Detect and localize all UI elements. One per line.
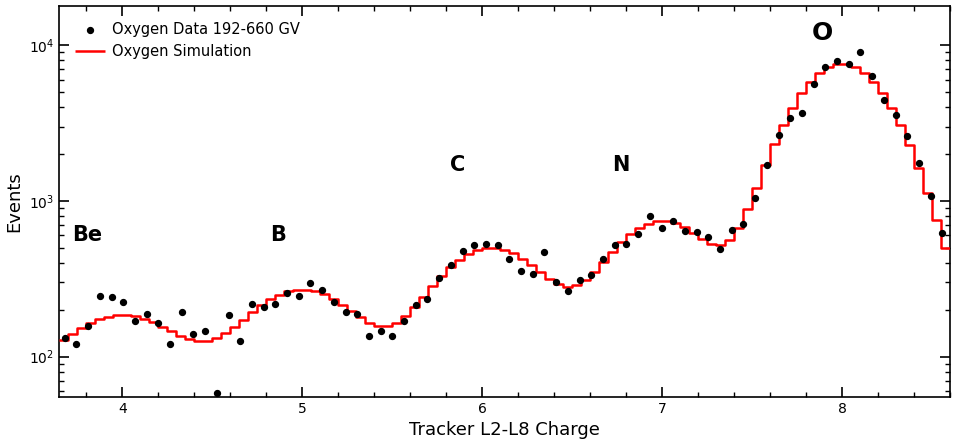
Oxygen Simulation	[891, 105, 902, 111]
Oxygen Data 192-660 GV	[537, 249, 553, 256]
Y-axis label: Events: Events	[6, 171, 24, 232]
Oxygen Data 192-660 GV	[502, 255, 517, 263]
Oxygen Data 192-660 GV	[221, 312, 236, 319]
Oxygen Data 192-660 GV	[245, 300, 260, 307]
Oxygen Data 192-660 GV	[209, 390, 225, 397]
Oxygen Data 192-660 GV	[923, 192, 938, 199]
Oxygen Simulation	[117, 312, 128, 318]
Text: Be: Be	[72, 226, 102, 246]
Oxygen Data 192-660 GV	[467, 242, 482, 249]
Oxygen Data 192-660 GV	[935, 230, 950, 237]
Oxygen Data 192-660 GV	[888, 111, 903, 118]
Oxygen Data 192-660 GV	[513, 267, 529, 275]
Oxygen Data 192-660 GV	[724, 227, 739, 234]
Oxygen Data 192-660 GV	[151, 320, 166, 327]
Oxygen Data 192-660 GV	[584, 271, 599, 278]
Oxygen Data 192-660 GV	[677, 228, 692, 235]
Oxygen Data 192-660 GV	[712, 246, 728, 253]
Oxygen Data 192-660 GV	[116, 298, 131, 305]
Oxygen Data 192-660 GV	[701, 233, 716, 240]
Oxygen Data 192-660 GV	[69, 340, 84, 348]
Oxygen Data 192-660 GV	[783, 114, 798, 121]
Oxygen Data 192-660 GV	[619, 241, 634, 248]
Oxygen Simulation	[188, 339, 200, 344]
Oxygen Data 192-660 GV	[642, 212, 658, 219]
Oxygen Data 192-660 GV	[525, 270, 540, 277]
Oxygen Data 192-660 GV	[198, 328, 213, 335]
Oxygen Data 192-660 GV	[444, 262, 459, 269]
Oxygen Data 192-660 GV	[830, 57, 845, 65]
Oxygen Data 192-660 GV	[549, 279, 564, 286]
Oxygen Data 192-660 GV	[384, 332, 400, 339]
Oxygen Data 192-660 GV	[127, 318, 142, 325]
Oxygen Simulation	[170, 333, 182, 339]
Oxygen Data 192-660 GV	[748, 194, 763, 201]
Text: N: N	[612, 155, 629, 175]
Oxygen Simulation	[828, 62, 839, 67]
Oxygen Data 192-660 GV	[174, 308, 189, 316]
Oxygen Data 192-660 GV	[478, 241, 493, 248]
Oxygen Data 192-660 GV	[268, 300, 283, 307]
Oxygen Data 192-660 GV	[408, 301, 424, 308]
Oxygen Data 192-660 GV	[817, 64, 833, 71]
Oxygen Data 192-660 GV	[139, 310, 154, 317]
Text: B: B	[270, 226, 286, 246]
Oxygen Data 192-660 GV	[57, 334, 73, 341]
Oxygen Data 192-660 GV	[911, 160, 926, 167]
Oxygen Data 192-660 GV	[185, 330, 201, 337]
Oxygen Data 192-660 GV	[361, 332, 377, 340]
Legend: Oxygen Data 192-660 GV, Oxygen Simulation: Oxygen Data 192-660 GV, Oxygen Simulatio…	[71, 17, 304, 63]
Oxygen Data 192-660 GV	[326, 299, 341, 306]
Oxygen Data 192-660 GV	[104, 293, 120, 300]
Oxygen Data 192-660 GV	[80, 322, 96, 329]
Oxygen Data 192-660 GV	[315, 287, 330, 294]
Oxygen Data 192-660 GV	[630, 231, 645, 238]
Oxygen Data 192-660 GV	[490, 241, 506, 248]
Oxygen Data 192-660 GV	[373, 327, 388, 334]
Oxygen Data 192-660 GV	[292, 293, 307, 300]
Oxygen Data 192-660 GV	[877, 97, 892, 104]
Oxygen Data 192-660 GV	[654, 224, 669, 231]
Oxygen Data 192-660 GV	[853, 48, 868, 55]
Oxygen Data 192-660 GV	[736, 221, 751, 228]
Oxygen Simulation	[945, 246, 956, 251]
Oxygen Data 192-660 GV	[596, 255, 611, 262]
Oxygen Data 192-660 GV	[607, 242, 622, 249]
Oxygen Data 192-660 GV	[806, 81, 821, 88]
Oxygen Data 192-660 GV	[665, 217, 681, 224]
Oxygen Data 192-660 GV	[431, 275, 446, 282]
Oxygen Data 192-660 GV	[420, 295, 435, 303]
Oxygen Simulation	[54, 338, 65, 343]
Line: Oxygen Simulation: Oxygen Simulation	[59, 65, 950, 341]
Oxygen Data 192-660 GV	[256, 303, 272, 311]
Oxygen Data 192-660 GV	[864, 72, 880, 79]
Oxygen Data 192-660 GV	[350, 311, 365, 318]
Text: C: C	[450, 155, 466, 175]
Oxygen Data 192-660 GV	[455, 247, 470, 255]
Oxygen Data 192-660 GV	[560, 288, 576, 295]
Oxygen Data 192-660 GV	[572, 277, 587, 284]
Oxygen Data 192-660 GV	[771, 132, 786, 139]
Oxygen Data 192-660 GV	[794, 110, 810, 117]
Oxygen Data 192-660 GV	[163, 340, 178, 348]
X-axis label: Tracker L2-L8 Charge: Tracker L2-L8 Charge	[409, 421, 600, 440]
Oxygen Data 192-660 GV	[303, 279, 318, 287]
Oxygen Simulation	[720, 238, 731, 243]
Oxygen Data 192-660 GV	[279, 290, 294, 297]
Oxygen Data 192-660 GV	[841, 61, 857, 68]
Oxygen Simulation	[620, 239, 632, 245]
Oxygen Data 192-660 GV	[759, 161, 774, 168]
Oxygen Data 192-660 GV	[900, 133, 915, 140]
Oxygen Data 192-660 GV	[397, 317, 412, 324]
Oxygen Simulation	[836, 62, 848, 67]
Text: O: O	[812, 21, 833, 45]
Oxygen Data 192-660 GV	[92, 292, 107, 299]
Oxygen Data 192-660 GV	[689, 228, 705, 235]
Oxygen Data 192-660 GV	[337, 308, 353, 316]
Oxygen Data 192-660 GV	[232, 337, 248, 344]
